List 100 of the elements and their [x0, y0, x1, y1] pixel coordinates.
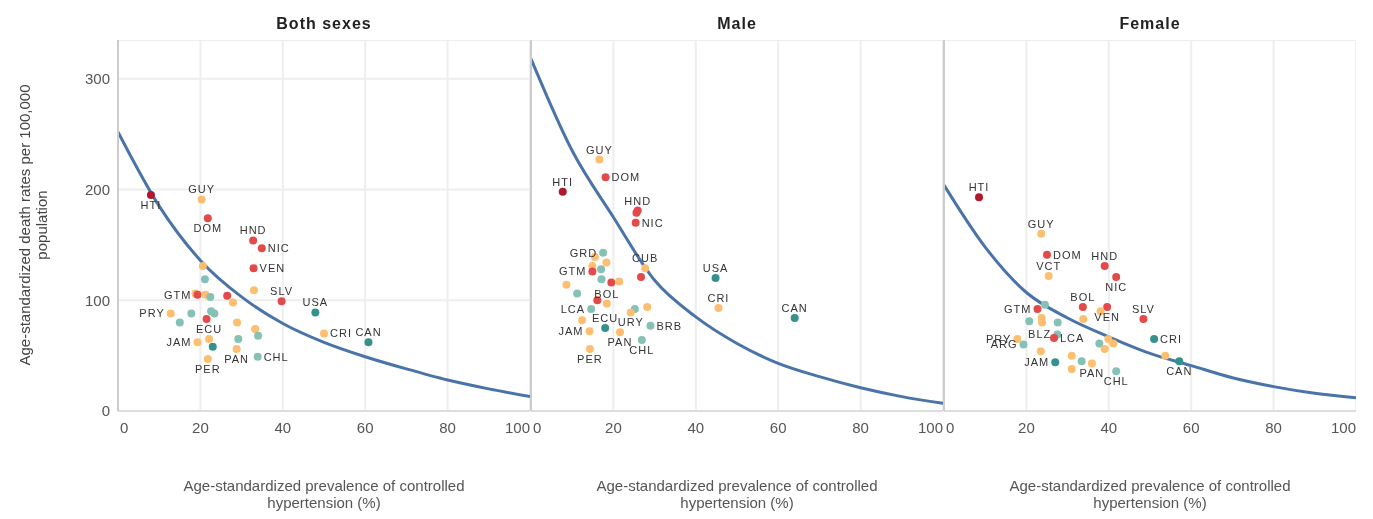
annotation: PAN	[224, 352, 250, 365]
x-tick-label: 100	[917, 419, 943, 436]
annotation: PAN	[1079, 367, 1105, 380]
annotation: URY	[617, 316, 644, 329]
point	[637, 336, 646, 345]
x-tick-label: 100	[504, 419, 530, 436]
annotation: BLZ	[1028, 328, 1052, 341]
annotation: NIC	[267, 242, 290, 255]
annotation: DOM	[611, 171, 641, 184]
annotation: VCT	[1036, 259, 1062, 272]
annotation: CHL	[263, 350, 289, 363]
annotation: DOM	[193, 222, 223, 235]
annotation: BOL	[594, 287, 620, 300]
annotation: VEN	[1094, 310, 1120, 323]
point	[257, 244, 266, 253]
point	[1037, 229, 1046, 238]
annotation: BRB	[656, 319, 683, 332]
annotation: LCA	[1060, 331, 1085, 344]
annotation: BOL	[1070, 290, 1096, 303]
x-tick-label: 20	[1018, 419, 1035, 436]
annotation: CRI	[330, 327, 352, 340]
point	[601, 173, 610, 182]
point	[1036, 347, 1045, 356]
point	[200, 275, 209, 284]
point	[249, 286, 258, 295]
point	[975, 193, 984, 202]
point	[223, 291, 232, 300]
annotation: ECU	[195, 323, 223, 336]
point	[320, 329, 328, 338]
x-tick-label: 100	[1330, 419, 1356, 436]
x-tick-label: 40	[274, 419, 292, 436]
x-tick-label: 0	[946, 419, 955, 436]
annotation: CRI	[1160, 332, 1183, 345]
point	[146, 191, 155, 200]
annotation: DOM	[1053, 248, 1082, 261]
point	[249, 236, 258, 245]
annotation: SLV	[270, 285, 294, 298]
x-axis-title: Age-standardized prevalence of controlled hypertension (%)	[595, 477, 879, 511]
x-tick-label: 40	[1100, 419, 1118, 436]
point	[1161, 351, 1170, 360]
point	[197, 195, 206, 204]
point	[626, 308, 635, 317]
point	[597, 275, 606, 284]
chart-title: Female	[1118, 14, 1182, 34]
annotation: HND	[1091, 249, 1119, 262]
annotation: JAM	[558, 325, 584, 338]
annotation: USA	[702, 262, 729, 275]
annotation: VEN	[259, 262, 286, 275]
point	[193, 338, 202, 347]
point	[641, 264, 650, 273]
point	[175, 318, 184, 327]
point	[1067, 351, 1076, 360]
point	[637, 273, 645, 281]
point	[1025, 317, 1034, 326]
annotation: HTI	[968, 181, 990, 194]
point	[1044, 271, 1053, 280]
x-axis-title: Age-standardized prevalence of controlled hypertension (%)	[182, 477, 466, 511]
point	[1139, 315, 1148, 324]
point	[1100, 261, 1109, 270]
point	[587, 305, 596, 314]
point	[1175, 357, 1184, 366]
point	[562, 280, 571, 289]
point	[206, 292, 215, 301]
point	[1109, 339, 1118, 348]
point	[254, 331, 263, 340]
annotation: GTM	[1004, 303, 1032, 316]
point	[1077, 357, 1086, 366]
point	[1112, 273, 1121, 281]
point	[1043, 250, 1051, 259]
point	[1103, 302, 1112, 311]
annotation: CAN	[781, 301, 808, 314]
point	[253, 352, 262, 361]
annotation: CAN	[355, 326, 382, 339]
annotation: GUY	[585, 143, 613, 156]
x-tick-label: 60	[356, 419, 374, 436]
point	[607, 278, 616, 287]
annotation: CHL	[1103, 374, 1129, 387]
point	[597, 265, 606, 274]
point	[595, 155, 604, 164]
annotation: PER	[577, 352, 603, 365]
annotation: JAM	[166, 336, 192, 349]
point	[166, 309, 175, 318]
annotation: GTM	[558, 265, 587, 278]
point	[205, 335, 214, 344]
point	[643, 302, 652, 311]
annotation: GRD	[569, 246, 598, 259]
x-tick-label: 40	[687, 419, 705, 436]
point	[1100, 344, 1109, 353]
point	[615, 328, 624, 337]
point	[1078, 302, 1087, 311]
point	[646, 321, 655, 330]
annotation: HND	[624, 194, 652, 207]
point	[187, 309, 196, 318]
point	[558, 187, 567, 196]
line-series	[118, 130, 530, 399]
y-tick-label: 200	[84, 180, 110, 198]
point	[1040, 300, 1049, 309]
point	[602, 299, 611, 308]
annotation: JAM	[1024, 356, 1050, 369]
point	[1019, 340, 1028, 349]
